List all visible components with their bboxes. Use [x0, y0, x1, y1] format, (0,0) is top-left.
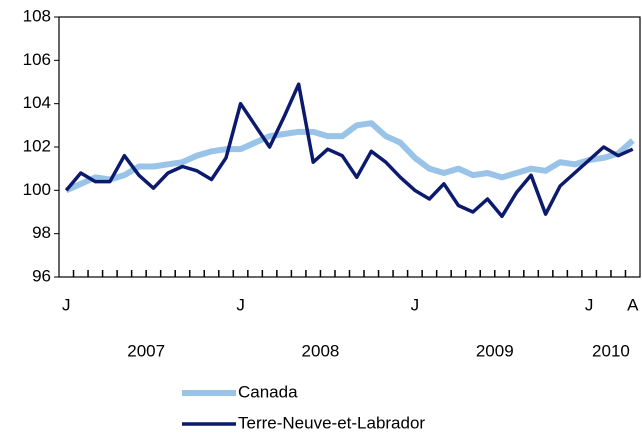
group-label: 2008 [302, 341, 340, 360]
y-tick-label: 96 [32, 266, 51, 285]
legend-label: Canada [238, 382, 298, 401]
legend-label: Terre-Neuve-et-Labrador [238, 413, 425, 432]
y-tick-label: 108 [23, 6, 51, 25]
x-tick-label: J [411, 295, 420, 314]
y-tick-label: 98 [32, 223, 51, 242]
x-tick-label: J [236, 295, 245, 314]
y-tick-label: 102 [23, 136, 51, 155]
group-label: 2010 [592, 341, 630, 360]
series-line [65, 120, 635, 194]
y-tick-label: 104 [23, 93, 51, 112]
y-tick-label: 106 [23, 50, 51, 69]
plot-frame [58, 16, 641, 278]
y-tick-label: 100 [23, 180, 51, 199]
x-tick-label: A [627, 295, 639, 314]
group-label: 2007 [127, 341, 165, 360]
series-line [64, 82, 634, 219]
x-tick-label: J [62, 295, 71, 314]
group-label: 2009 [476, 341, 514, 360]
x-tick-label: J [585, 295, 594, 314]
